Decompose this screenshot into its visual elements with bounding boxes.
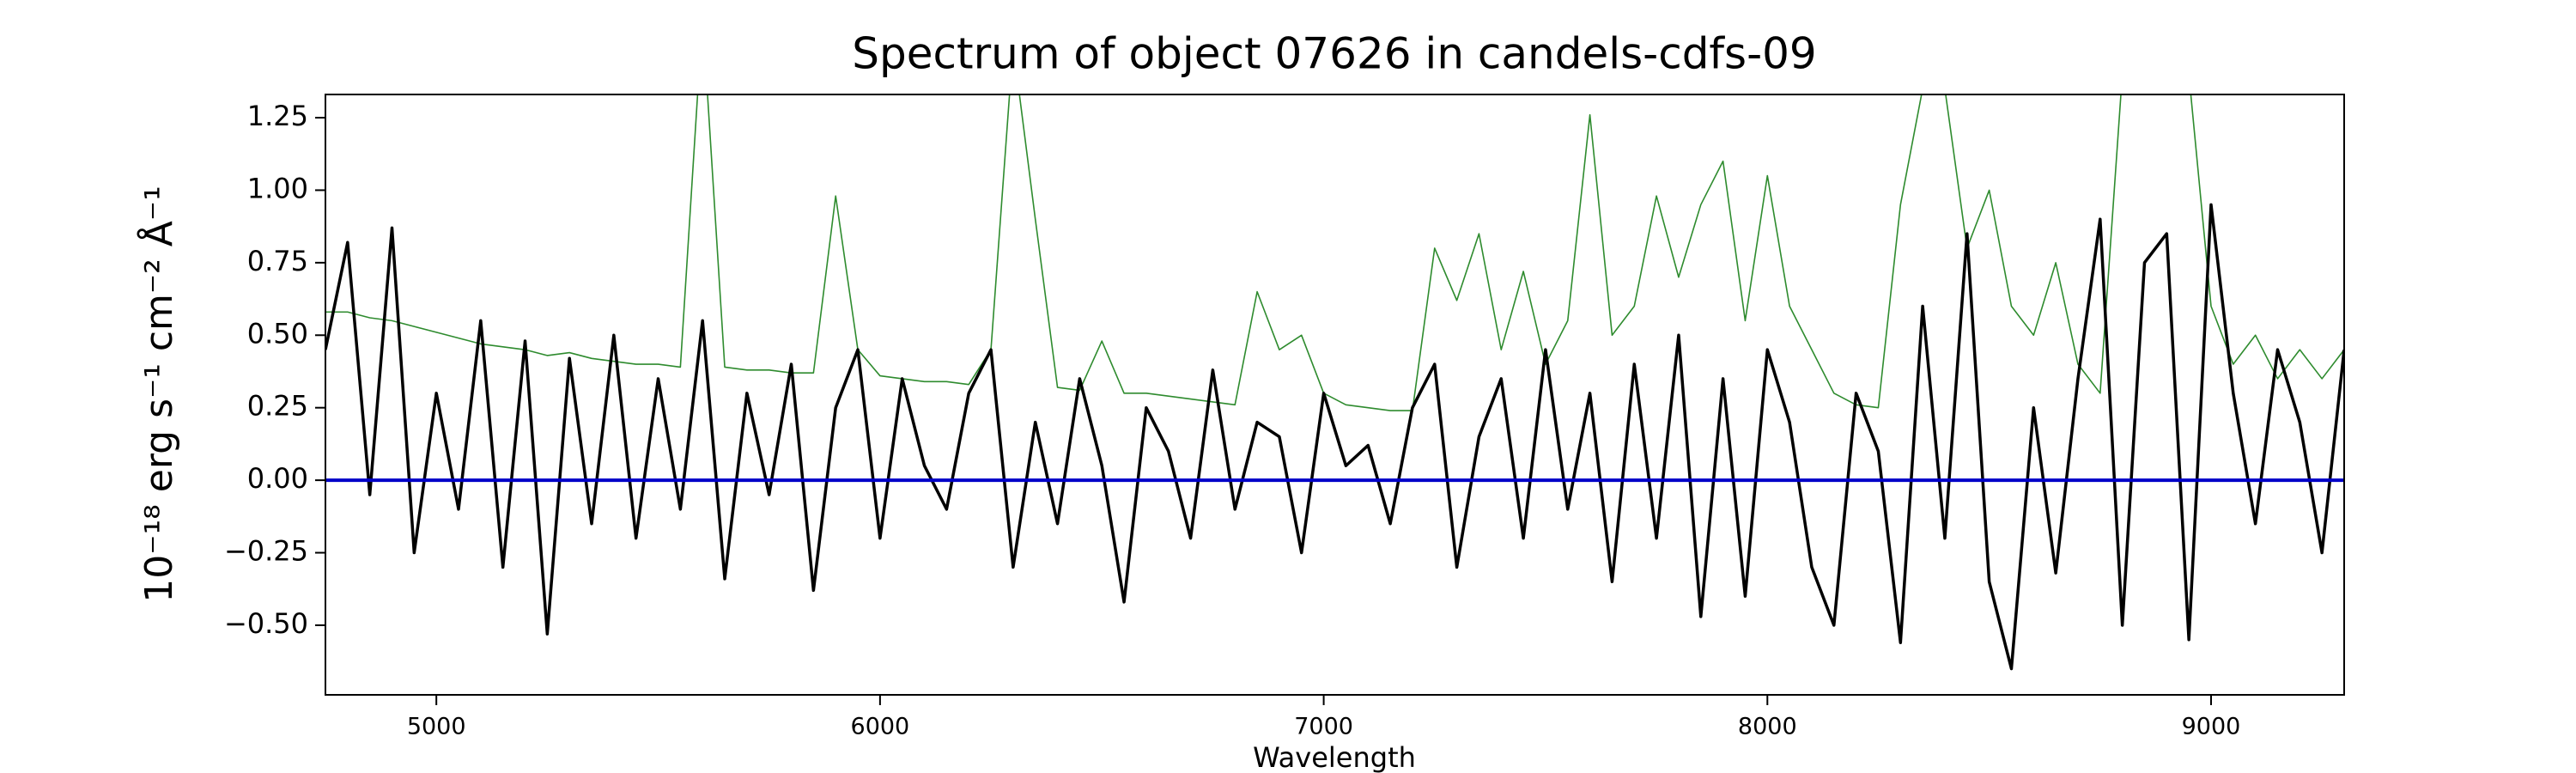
x-tick-label: 7000 <box>1294 714 1353 740</box>
y-tick-label: 0.00 <box>247 462 308 495</box>
y-tick-label: −0.25 <box>224 535 308 568</box>
x-tick-label: 5000 <box>407 714 466 740</box>
y-tick-label: 1.25 <box>247 100 308 132</box>
x-tick-label: 9000 <box>2182 714 2241 740</box>
y-tick-label: 1.00 <box>247 172 308 204</box>
y-tick-label: 0.25 <box>247 390 308 423</box>
axes-frame <box>325 94 2345 696</box>
chart-title: Spectrum of object 07626 in candels-cdfs… <box>852 29 1817 79</box>
plot-area <box>325 94 2344 671</box>
x-tick-label: 8000 <box>1738 714 1797 740</box>
spectrum-line <box>325 94 2344 411</box>
y-tick-label: 0.75 <box>247 245 308 277</box>
y-tick-label: −0.50 <box>224 607 308 640</box>
x-tick-label: 6000 <box>851 714 910 740</box>
y-tick-label: 0.50 <box>247 317 308 350</box>
x-axis-label: Wavelength <box>1253 741 1416 773</box>
y-axis-label: 10⁻¹⁸ erg s⁻¹ cm⁻² Å⁻¹ <box>136 186 181 602</box>
spectrum-line <box>325 203 2344 671</box>
